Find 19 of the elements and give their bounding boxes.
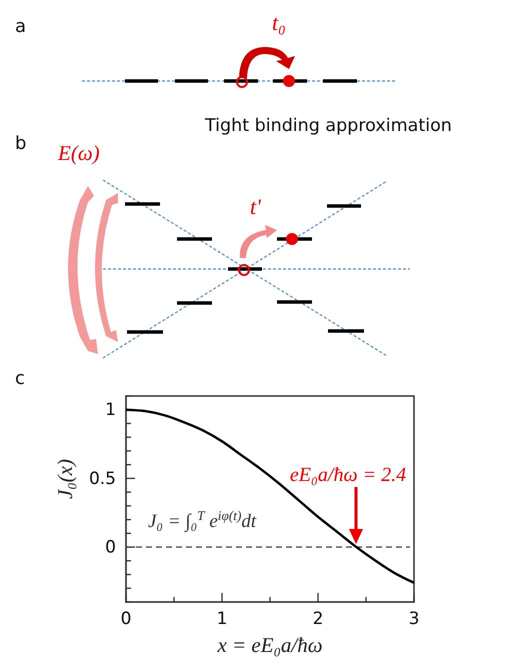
y-tick-label: 0.5: [88, 468, 116, 489]
annotation: eE₀a/ħω = 2.4: [290, 464, 406, 486]
text: E(ω): [57, 141, 100, 165]
text: Tight binding approximation: [204, 116, 452, 136]
x-tick-label: 0: [120, 609, 132, 630]
y-tick-label: 1: [105, 400, 116, 420]
x-axis-title: x = eE₀a/ħω: [216, 633, 323, 657]
text: a: [15, 16, 26, 37]
x-tick-label: 1: [216, 609, 228, 630]
line-series: [124, 408, 416, 584]
y-tick-label: 0: [105, 538, 116, 558]
text: c: [15, 368, 25, 389]
annotation: J₀ = ∫₀$^{T}$ e$^{iφ(t)}$dt: [148, 508, 257, 533]
text: b: [15, 133, 26, 154]
x-tick-label: 2: [312, 609, 324, 630]
text: t': [250, 194, 262, 219]
text: t₀: [272, 10, 286, 35]
x-tick-label: 3: [408, 609, 420, 630]
y-axis-title: J₀(x): [53, 459, 77, 499]
